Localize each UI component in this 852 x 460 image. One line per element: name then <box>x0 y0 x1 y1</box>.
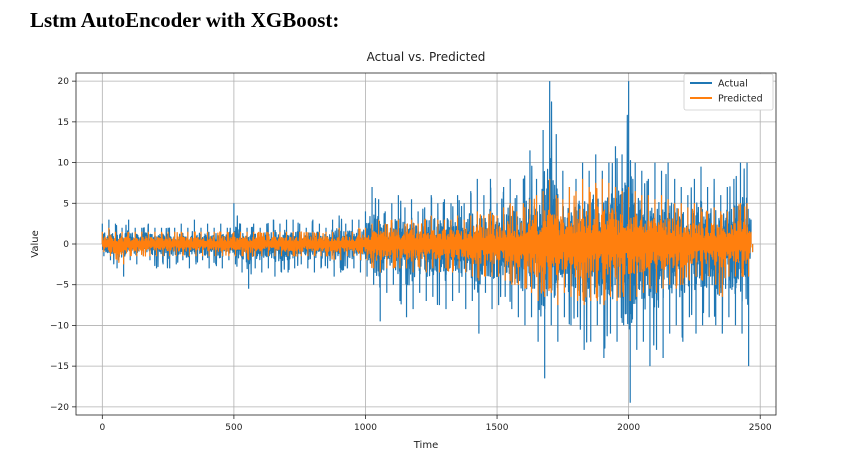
series-line-predicted <box>101 178 754 306</box>
legend-predicted-label: Predicted <box>718 94 763 105</box>
x-axis-label: Time <box>413 440 438 451</box>
y-tick-label: −5 <box>56 281 69 291</box>
y-tick-label: −20 <box>50 403 69 413</box>
legend: Actual Predicted <box>683 73 774 111</box>
y-tick-label: 0 <box>63 240 69 250</box>
series-layer <box>101 81 754 403</box>
series-predicted <box>101 178 754 306</box>
x-tick-label: 1000 <box>354 423 377 433</box>
document-heading: Lstm AutoEncoder with XGBoost: <box>30 8 340 32</box>
x-tick-label: 0 <box>99 423 105 433</box>
y-axis-label: Value <box>30 230 41 257</box>
y-tick-label: 20 <box>58 77 70 87</box>
y-tick-label: −10 <box>50 321 69 331</box>
axis-ticks: 0 500 1000 1500 2000 2500 20 15 10 5 0 −5 −10 −15 −20 <box>50 77 772 433</box>
x-tick-label: 1500 <box>486 423 509 433</box>
x-tick-label: 2500 <box>749 423 772 433</box>
y-tick-label: 15 <box>58 118 69 128</box>
chart-title: Actual vs. Predicted <box>367 50 486 64</box>
x-tick-label: 2000 <box>617 423 640 433</box>
x-tick-label: 500 <box>225 423 242 433</box>
y-tick-label: 10 <box>58 159 70 169</box>
y-tick-label: 5 <box>63 199 69 209</box>
legend-actual-label: Actual <box>718 79 748 90</box>
y-tick-label: −15 <box>50 362 69 372</box>
